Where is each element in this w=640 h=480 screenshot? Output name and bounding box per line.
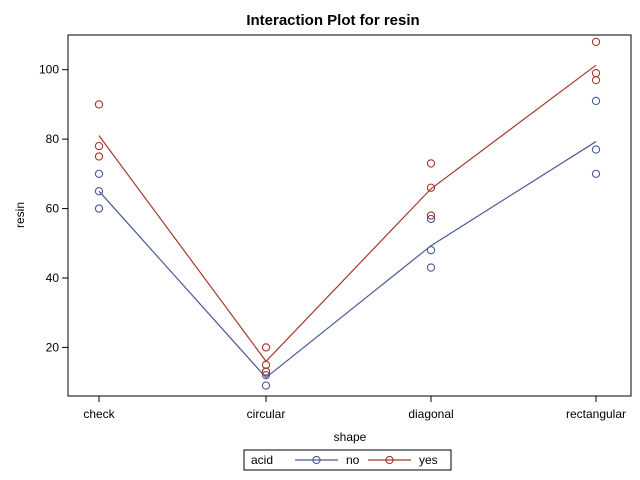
y-axis-label: resin: [13, 202, 27, 228]
legend: acid no yes: [243, 449, 452, 471]
data-point-no: [261, 371, 271, 380]
data-point-no: [591, 169, 601, 178]
x-tick-label: rectangular: [566, 407, 626, 421]
y-axis: 20 40 60 80 100: [39, 63, 68, 354]
y-tick-label: 100: [39, 63, 59, 77]
data-point-no: [94, 187, 104, 196]
chart-title: Interaction Plot for resin: [246, 12, 419, 29]
legend-label-no: no: [346, 453, 360, 467]
data-point-yes: [426, 183, 436, 192]
legend-marker-no: [312, 455, 321, 465]
x-axis: check circular diagonal rectangular: [83, 396, 626, 421]
y-tick-label: 20: [46, 340, 60, 354]
legend-label-yes: yes: [419, 453, 438, 467]
data-point-yes: [591, 75, 601, 85]
x-tick-label: check: [83, 407, 115, 421]
data-point-yes: [94, 141, 104, 151]
legend-box: [243, 449, 452, 471]
mean-line-no: [98, 141, 597, 379]
data-point-no: [261, 381, 271, 390]
legend-title: acid: [251, 453, 273, 467]
x-tick-label: circular: [247, 407, 286, 421]
data-point-no: [426, 214, 436, 224]
plot-area-frame: [67, 34, 632, 397]
data-point-yes: [591, 69, 601, 78]
data-point-yes: [94, 100, 104, 109]
y-tick-label: 60: [46, 202, 60, 216]
data-point-no: [426, 263, 436, 272]
data-point-no: [426, 246, 436, 255]
data-point-yes: [261, 360, 271, 369]
y-tick-label: 80: [46, 132, 60, 146]
data-point-yes: [261, 343, 271, 352]
legend-marker-yes: [385, 455, 394, 465]
mean-lines: [98, 64, 597, 379]
data-point-no: [591, 96, 601, 106]
data-point-no: [94, 204, 104, 213]
data-point-yes: [261, 367, 271, 376]
data-point-no: [591, 145, 601, 154]
data-point-no: [94, 169, 104, 178]
x-tick-label: diagonal: [408, 407, 453, 421]
x-axis-label: shape: [334, 430, 367, 444]
data-point-yes: [426, 211, 436, 220]
data-points: [94, 37, 601, 390]
mean-line-yes: [98, 64, 597, 363]
data-point-yes: [426, 159, 436, 168]
data-point-yes: [94, 152, 104, 161]
data-point-yes: [591, 37, 601, 47]
y-tick-label: 40: [46, 271, 60, 285]
